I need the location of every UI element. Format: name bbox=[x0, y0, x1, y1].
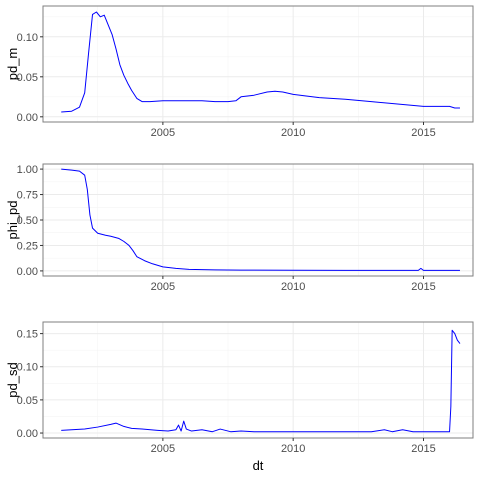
panel-1-background bbox=[43, 6, 473, 122]
panel-1-y-tick-label: 0.00 bbox=[17, 112, 38, 124]
panel-3-y-tick-label: 0.00 bbox=[17, 428, 38, 440]
panel-3-y-tick-label: 0.05 bbox=[17, 395, 38, 407]
panel-1-series-line-1 bbox=[61, 11, 460, 113]
panel-3-x-tick-label: 2005 bbox=[151, 443, 175, 455]
panel-1-x-tick-label: 2005 bbox=[151, 127, 175, 139]
panel-3-background bbox=[43, 322, 473, 438]
panel-2-y-tick-label: 0.50 bbox=[17, 215, 38, 227]
panel-3-x-tick-label: 2010 bbox=[281, 443, 305, 455]
panel-2-y-axis-title: phi_pd bbox=[5, 200, 20, 239]
panel-3-y-tick-label: 0.15 bbox=[17, 329, 38, 341]
panel-3-y-axis-title: pd_sd bbox=[5, 362, 20, 397]
panel-1-y-tick-label: 0.05 bbox=[17, 72, 38, 84]
panel-1-x-tick-label: 2015 bbox=[411, 127, 435, 139]
panel-1-y-tick-label: 0.10 bbox=[17, 32, 38, 44]
panel-3-border bbox=[42, 321, 474, 439]
panel-2-series-line-1 bbox=[61, 168, 460, 271]
panel-2-x-tick-label: 2005 bbox=[151, 281, 175, 293]
panel-3-x-tick-label: 2015 bbox=[411, 443, 435, 455]
panel-2-x-tick-label: 2015 bbox=[411, 281, 435, 293]
panel-1-y-axis-title: pd_m bbox=[5, 48, 20, 81]
panel-3-y-tick-label: 0.10 bbox=[17, 362, 38, 374]
panel-2-y-tick-label: 1.00 bbox=[17, 164, 38, 176]
panel-3-series-line-1 bbox=[61, 329, 461, 433]
panel-1-border bbox=[42, 5, 474, 123]
panel-1-x-tick-label: 2010 bbox=[281, 127, 305, 139]
panel-2-x-tick-label: 2010 bbox=[281, 281, 305, 293]
panel-3-x-axis-title: dt bbox=[253, 458, 264, 473]
panel-2-y-tick-label: 0.00 bbox=[17, 266, 38, 278]
panel-2-y-tick-label: 0.75 bbox=[17, 190, 38, 202]
panel-2-y-tick-label: 0.25 bbox=[17, 240, 38, 252]
